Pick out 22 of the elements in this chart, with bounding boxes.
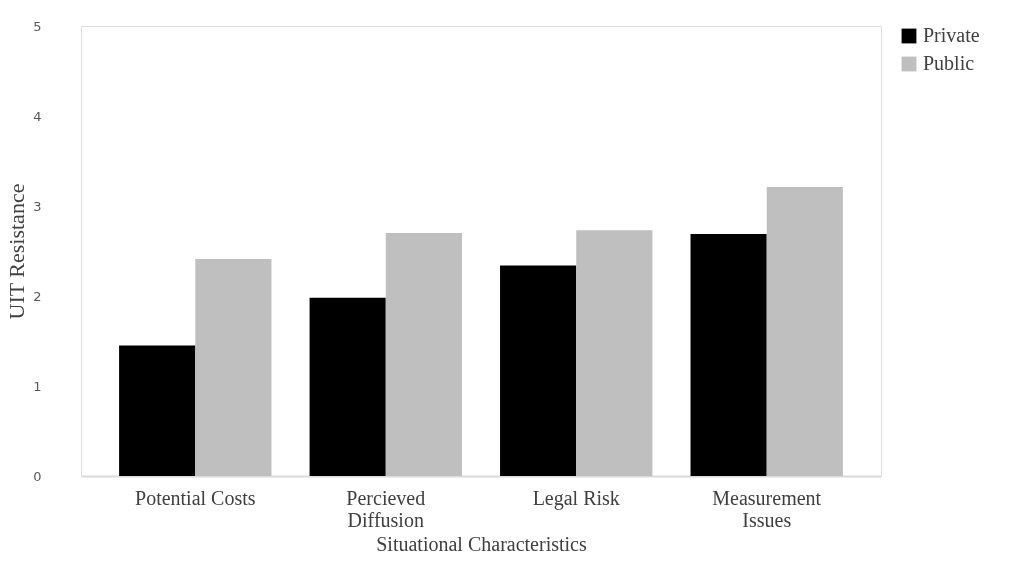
- x-tick-label: Percieved Diffusion: [346, 486, 426, 531]
- y-tick-label: 3: [33, 198, 42, 214]
- bar: [690, 233, 767, 476]
- y-tick-label: 4: [33, 108, 42, 124]
- legend-label: Public: [923, 52, 975, 74]
- y-tick-label: 0: [33, 468, 42, 484]
- x-tick-label: Potential Costs: [135, 486, 256, 509]
- legend-label: Private: [923, 24, 980, 46]
- bar: [576, 230, 653, 476]
- bar: [385, 233, 462, 476]
- bar: [766, 187, 843, 476]
- y-tick-label: 1: [33, 378, 42, 394]
- y-axis-title: UIT Resistance: [4, 183, 30, 320]
- x-tick-label: Legal Risk: [532, 486, 620, 510]
- bar: [309, 297, 386, 476]
- bar: [195, 259, 272, 476]
- y-tick-label: 2: [33, 288, 42, 304]
- x-tick-label: Measurement Issues: [712, 486, 822, 531]
- x-axis-title: Situational Characteristics: [376, 532, 587, 555]
- y-tick-label: 5: [33, 18, 42, 34]
- bar: [500, 265, 577, 476]
- bar: [119, 345, 196, 476]
